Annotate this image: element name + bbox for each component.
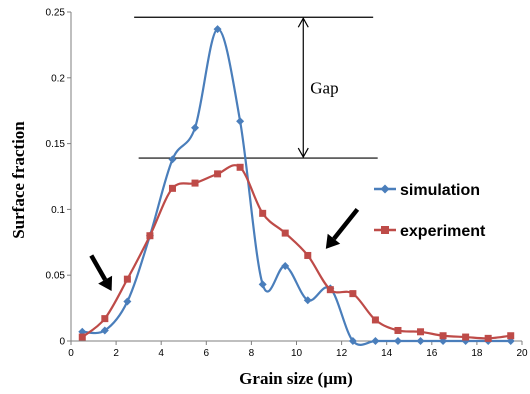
x-tick-label: 8 [249, 348, 255, 359]
legend: simulation experiment [374, 182, 486, 240]
y-tick-label: 0.25 [46, 8, 66, 19]
data-point-experiment [349, 290, 357, 298]
data-point-simulation [123, 297, 132, 306]
data-point-experiment [214, 170, 222, 178]
data-point-simulation [371, 337, 380, 345]
data-point-experiment [462, 333, 470, 341]
reference-lines [134, 16, 378, 159]
data-point-experiment [78, 333, 86, 341]
data-point-simulation [191, 123, 200, 132]
x-tick-label: 10 [291, 348, 303, 359]
gap-arrow-head-bottom [297, 147, 309, 159]
data-point-experiment [304, 251, 312, 259]
legend-label-simulation: simulation [400, 182, 480, 199]
data-point-experiment [326, 286, 334, 294]
data-point-experiment [394, 326, 402, 334]
gap-label: Gap [310, 79, 338, 98]
data-point-experiment [123, 275, 131, 283]
legend-label-experiment: experiment [400, 223, 486, 240]
series-group [78, 25, 515, 346]
data-point-experiment [484, 334, 492, 342]
x-tick-label: 0 [68, 348, 74, 359]
annotations: Gap [89, 17, 360, 291]
y-tick-label: 0 [59, 337, 65, 348]
gap-arrow-head-top [297, 17, 309, 28]
x-tick-label: 2 [113, 348, 119, 359]
data-point-simulation [168, 155, 177, 164]
x-tick-label: 20 [516, 348, 528, 359]
x-tick-label: 4 [158, 348, 164, 359]
data-point-experiment [417, 328, 425, 336]
data-point-experiment [439, 332, 447, 340]
x-tick-label: 16 [426, 348, 438, 359]
legend-marker-simulation [380, 184, 390, 194]
data-point-experiment [191, 179, 199, 187]
pointer-arrow-head [98, 275, 113, 291]
axes [70, 12, 522, 342]
data-point-experiment [507, 332, 515, 340]
data-point-simulation [258, 280, 267, 289]
y-tick-label: 0.2 [51, 73, 65, 84]
data-point-experiment [236, 163, 244, 171]
data-point-simulation [213, 25, 222, 34]
pointer-arrow-shaft [332, 207, 360, 241]
data-point-simulation [303, 296, 312, 305]
data-point-simulation [416, 337, 425, 345]
y-tick-label: 0.1 [51, 205, 65, 216]
series-experiment [78, 163, 515, 342]
x-axis-title: Grain size (µm) [239, 369, 353, 388]
x-tick-label: 6 [204, 348, 210, 359]
pointer-arrow-head [325, 233, 341, 249]
data-point-simulation [281, 261, 290, 270]
y-axis-title: Surface fraction [9, 121, 28, 239]
data-point-experiment [101, 315, 109, 323]
ticks: 0 0.05 0.1 0.15 0.2 0.25 0 2 4 6 8 10 12 14 16 18 20 [46, 8, 528, 360]
data-point-experiment [146, 232, 154, 240]
data-point-experiment [371, 316, 379, 324]
data-point-experiment [168, 184, 176, 192]
y-tick-label: 0.15 [46, 139, 66, 150]
x-tick-label: 12 [336, 348, 348, 359]
data-point-simulation [100, 326, 109, 335]
data-point-simulation [393, 337, 402, 345]
data-point-experiment [281, 229, 289, 237]
data-point-simulation [236, 117, 245, 126]
x-tick-label: 14 [381, 348, 393, 359]
data-point-experiment [259, 209, 267, 217]
pointer-arrow-shaft [89, 254, 108, 281]
y-tick-label: 0.05 [46, 271, 66, 282]
legend-marker-experiment [381, 226, 389, 234]
data-point-simulation [348, 337, 357, 345]
x-tick-label: 18 [471, 348, 483, 359]
